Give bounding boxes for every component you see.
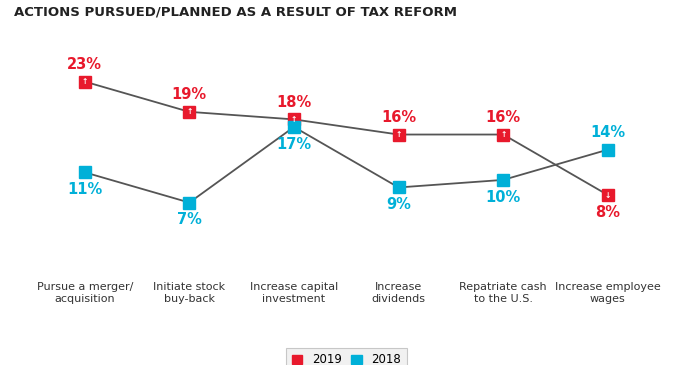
Text: Increase
dividends: Increase dividends [371, 282, 426, 304]
Text: 10%: 10% [485, 190, 521, 205]
Text: 19%: 19% [172, 87, 207, 102]
Text: 23%: 23% [67, 57, 103, 72]
Text: Initiate stock
buy-back: Initiate stock buy-back [153, 282, 225, 304]
Text: ACTIONS PURSUED/PLANNED AS A RESULT OF TAX REFORM: ACTIONS PURSUED/PLANNED AS A RESULT OF T… [14, 5, 458, 18]
Text: ↑: ↑ [395, 130, 402, 139]
Text: 17%: 17% [276, 137, 312, 152]
Text: 7%: 7% [177, 212, 202, 227]
Text: 8%: 8% [595, 205, 621, 220]
Text: ↑: ↑ [291, 115, 297, 124]
Text: ↑: ↑ [81, 77, 88, 86]
Text: 16%: 16% [485, 110, 521, 125]
Text: Increase employee
wages: Increase employee wages [555, 282, 661, 304]
Text: 16%: 16% [381, 110, 416, 125]
Text: Pursue a merger/
acquisition: Pursue a merger/ acquisition [37, 282, 133, 304]
Text: Increase capital
investment: Increase capital investment [250, 282, 338, 304]
Text: Repatriate cash
to the U.S.: Repatriate cash to the U.S. [460, 282, 547, 304]
Text: 11%: 11% [67, 182, 103, 197]
Text: 14%: 14% [590, 125, 625, 140]
Legend: 2019, 2018: 2019, 2018 [286, 347, 407, 365]
Text: ↑: ↑ [186, 107, 193, 116]
Text: 18%: 18% [276, 95, 312, 109]
Text: ↓: ↓ [605, 191, 611, 200]
Text: ↑: ↑ [500, 130, 507, 139]
Text: 9%: 9% [386, 197, 411, 212]
